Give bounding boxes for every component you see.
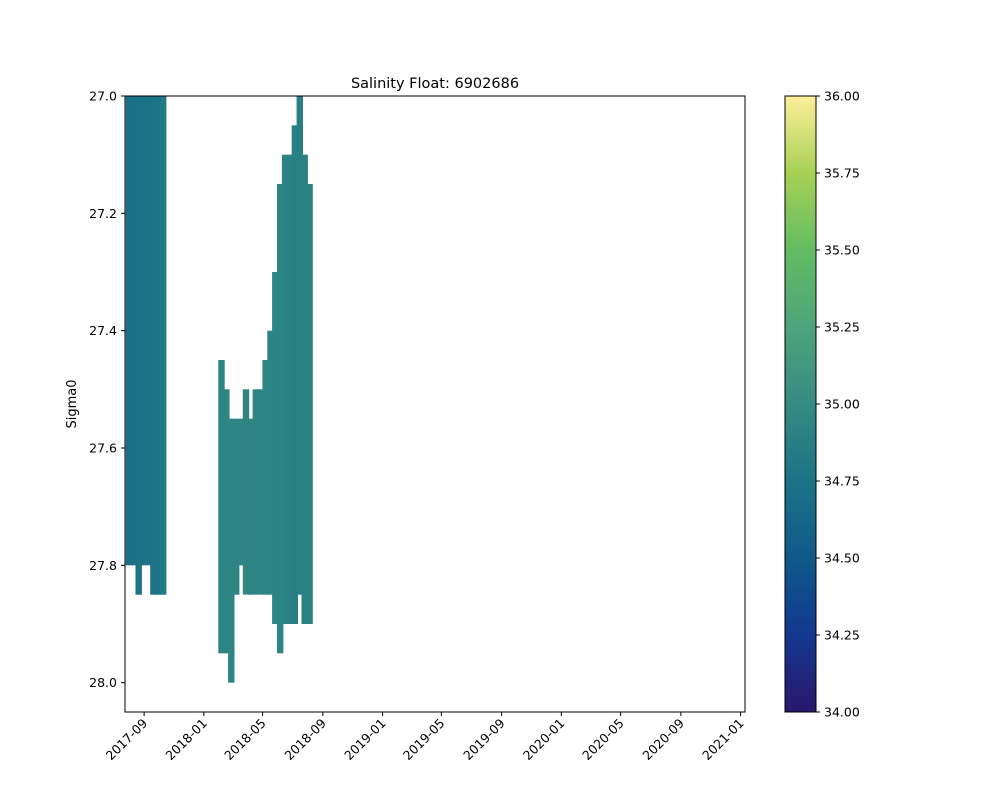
x-tick-label: 2018-09 — [281, 715, 329, 763]
profile-column — [291, 125, 299, 625]
x-tick-label: 2021-01 — [699, 716, 747, 764]
x-axis-ticks: 2017-09 2018-01 2018-05 2018-09 2019-01 2019-… — [103, 712, 747, 763]
colorbar-tick-label: 35.50 — [824, 243, 860, 258]
y-tick-label: 27.2 — [89, 206, 117, 221]
profile-column — [218, 360, 225, 654]
profile-column — [237, 418, 245, 566]
chart-title: Salinity Float: 6902686 — [351, 76, 519, 92]
profile-column — [272, 272, 279, 624]
profile-column — [247, 418, 255, 595]
y-tick-label: 27.8 — [89, 558, 117, 573]
profile-column — [252, 389, 259, 595]
profile-column — [277, 184, 284, 654]
colorbar-tick-label: 34.25 — [824, 628, 860, 643]
y-axis-ticks: 27.0 27.2 27.4 27.6 27.8 28.0 — [89, 89, 125, 690]
profile-column — [286, 154, 294, 624]
colorbar-tick-label: 35.25 — [824, 320, 860, 335]
profile-column — [228, 418, 235, 683]
x-tick-label: 2020-01 — [520, 716, 568, 764]
x-tick-label: 2019-01 — [341, 716, 389, 764]
y-tick-label: 27.0 — [89, 89, 117, 104]
profile-column — [233, 418, 240, 595]
colorbar-tick-label: 34.00 — [824, 705, 860, 720]
plot-frame — [124, 95, 746, 713]
colorbar-tick-label: 34.75 — [824, 474, 860, 489]
x-tick-label: 2020-09 — [639, 715, 687, 763]
profile-column — [257, 389, 264, 595]
x-tick-label: 2019-09 — [460, 715, 508, 763]
x-tick-label: 2018-01 — [162, 716, 210, 764]
profile-column — [130, 96, 137, 566]
profile-column — [223, 389, 230, 654]
profile-column — [301, 154, 308, 624]
profile-column — [262, 360, 269, 595]
y-axis-label: Sigma0 — [65, 379, 80, 428]
profile-column — [160, 96, 167, 595]
colorbar-ticks: 34.00 34.25 34.50 34.75 35.00 35.25 35.50 35.75… — [816, 89, 860, 720]
profile-column — [135, 96, 142, 595]
colorbar-tick-label: 35.00 — [824, 397, 860, 412]
profile-column — [150, 96, 157, 595]
x-tick-label: 2020-05 — [579, 716, 627, 764]
colorbar-tick-label: 35.75 — [824, 166, 860, 181]
profile-column — [140, 96, 147, 566]
colorbar-tick-label: 34.50 — [824, 551, 860, 566]
colorbar — [784, 95, 817, 713]
x-tick-label: 2019-05 — [400, 716, 448, 764]
colorbar-tick-label: 36.00 — [824, 89, 860, 104]
x-tick-label: 2017-09 — [103, 715, 151, 763]
y-tick-label: 28.0 — [89, 675, 117, 690]
heatmap-cells — [125, 96, 313, 683]
profile-column — [267, 330, 274, 595]
profile-column — [155, 96, 162, 595]
profile-column — [281, 154, 289, 624]
profile-column — [125, 96, 133, 566]
y-tick-label: 27.6 — [89, 441, 117, 456]
y-tick-label: 27.4 — [89, 323, 117, 338]
profile-column — [242, 389, 250, 595]
profile-column — [145, 96, 152, 566]
x-tick-label: 2018-05 — [221, 716, 269, 764]
profile-column — [306, 184, 313, 624]
profile-column — [296, 96, 303, 595]
